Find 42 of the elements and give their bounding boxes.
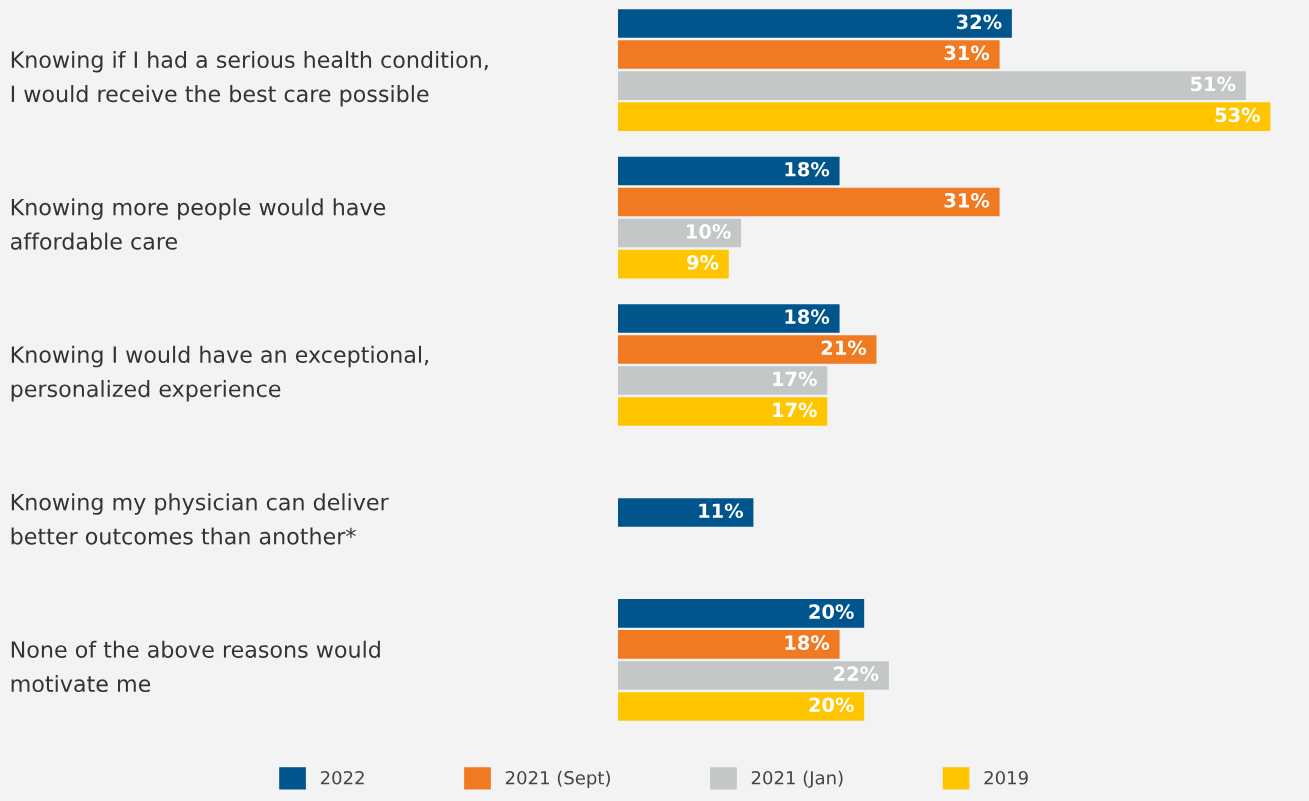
data-label: 21% (821, 340, 867, 356)
bar (618, 661, 889, 690)
legend-label: 2021 (Jan) (751, 770, 843, 788)
bar (618, 40, 1000, 69)
data-label: 31% (944, 45, 990, 61)
data-label: 9% (687, 255, 719, 270)
data-label: 31% (944, 192, 990, 208)
data-label: 18% (785, 161, 830, 177)
y-tick-label: Knowing if I had a serious health condition, I would receive the best care possible (11, 50, 488, 107)
bar (618, 599, 865, 628)
data-label: 20% (809, 604, 854, 619)
data-label: 51% (1191, 76, 1236, 92)
bar (618, 102, 1271, 131)
data-label: 17% (773, 402, 817, 418)
data-label: 32% (956, 14, 1002, 30)
data-label: 18% (785, 635, 830, 651)
data-label: 53% (1215, 107, 1261, 123)
bar (618, 335, 877, 364)
bar (618, 71, 1246, 100)
y-tick-label: None of the above reasons would motivate me (11, 640, 380, 693)
legend-label: 2019 (984, 770, 1028, 785)
data-label: 18% (785, 309, 830, 325)
data-label: 22% (834, 666, 879, 682)
data-label: 20% (809, 697, 854, 713)
bar (618, 630, 840, 659)
bar (618, 366, 828, 395)
bar (618, 692, 865, 721)
y-tick-label: Knowing more people would have affordable care (11, 198, 386, 250)
y-tick-label: Knowing I would have an exceptional, personalized experience (11, 345, 428, 402)
bar (618, 304, 840, 333)
bar (618, 218, 742, 248)
legend-label: 2022 (320, 770, 364, 785)
bar (618, 9, 1012, 38)
bar (618, 249, 729, 279)
data-label: 17% (773, 371, 817, 387)
data-label: 11% (699, 503, 744, 519)
bar (618, 156, 840, 186)
data-label: 10% (687, 224, 731, 239)
y-tick-label: Knowing my physician can deliver better outcomes than another* (11, 493, 389, 545)
bar (618, 397, 828, 426)
bar (618, 187, 1000, 217)
legend-label: 2021 (Sept) (505, 770, 610, 789)
